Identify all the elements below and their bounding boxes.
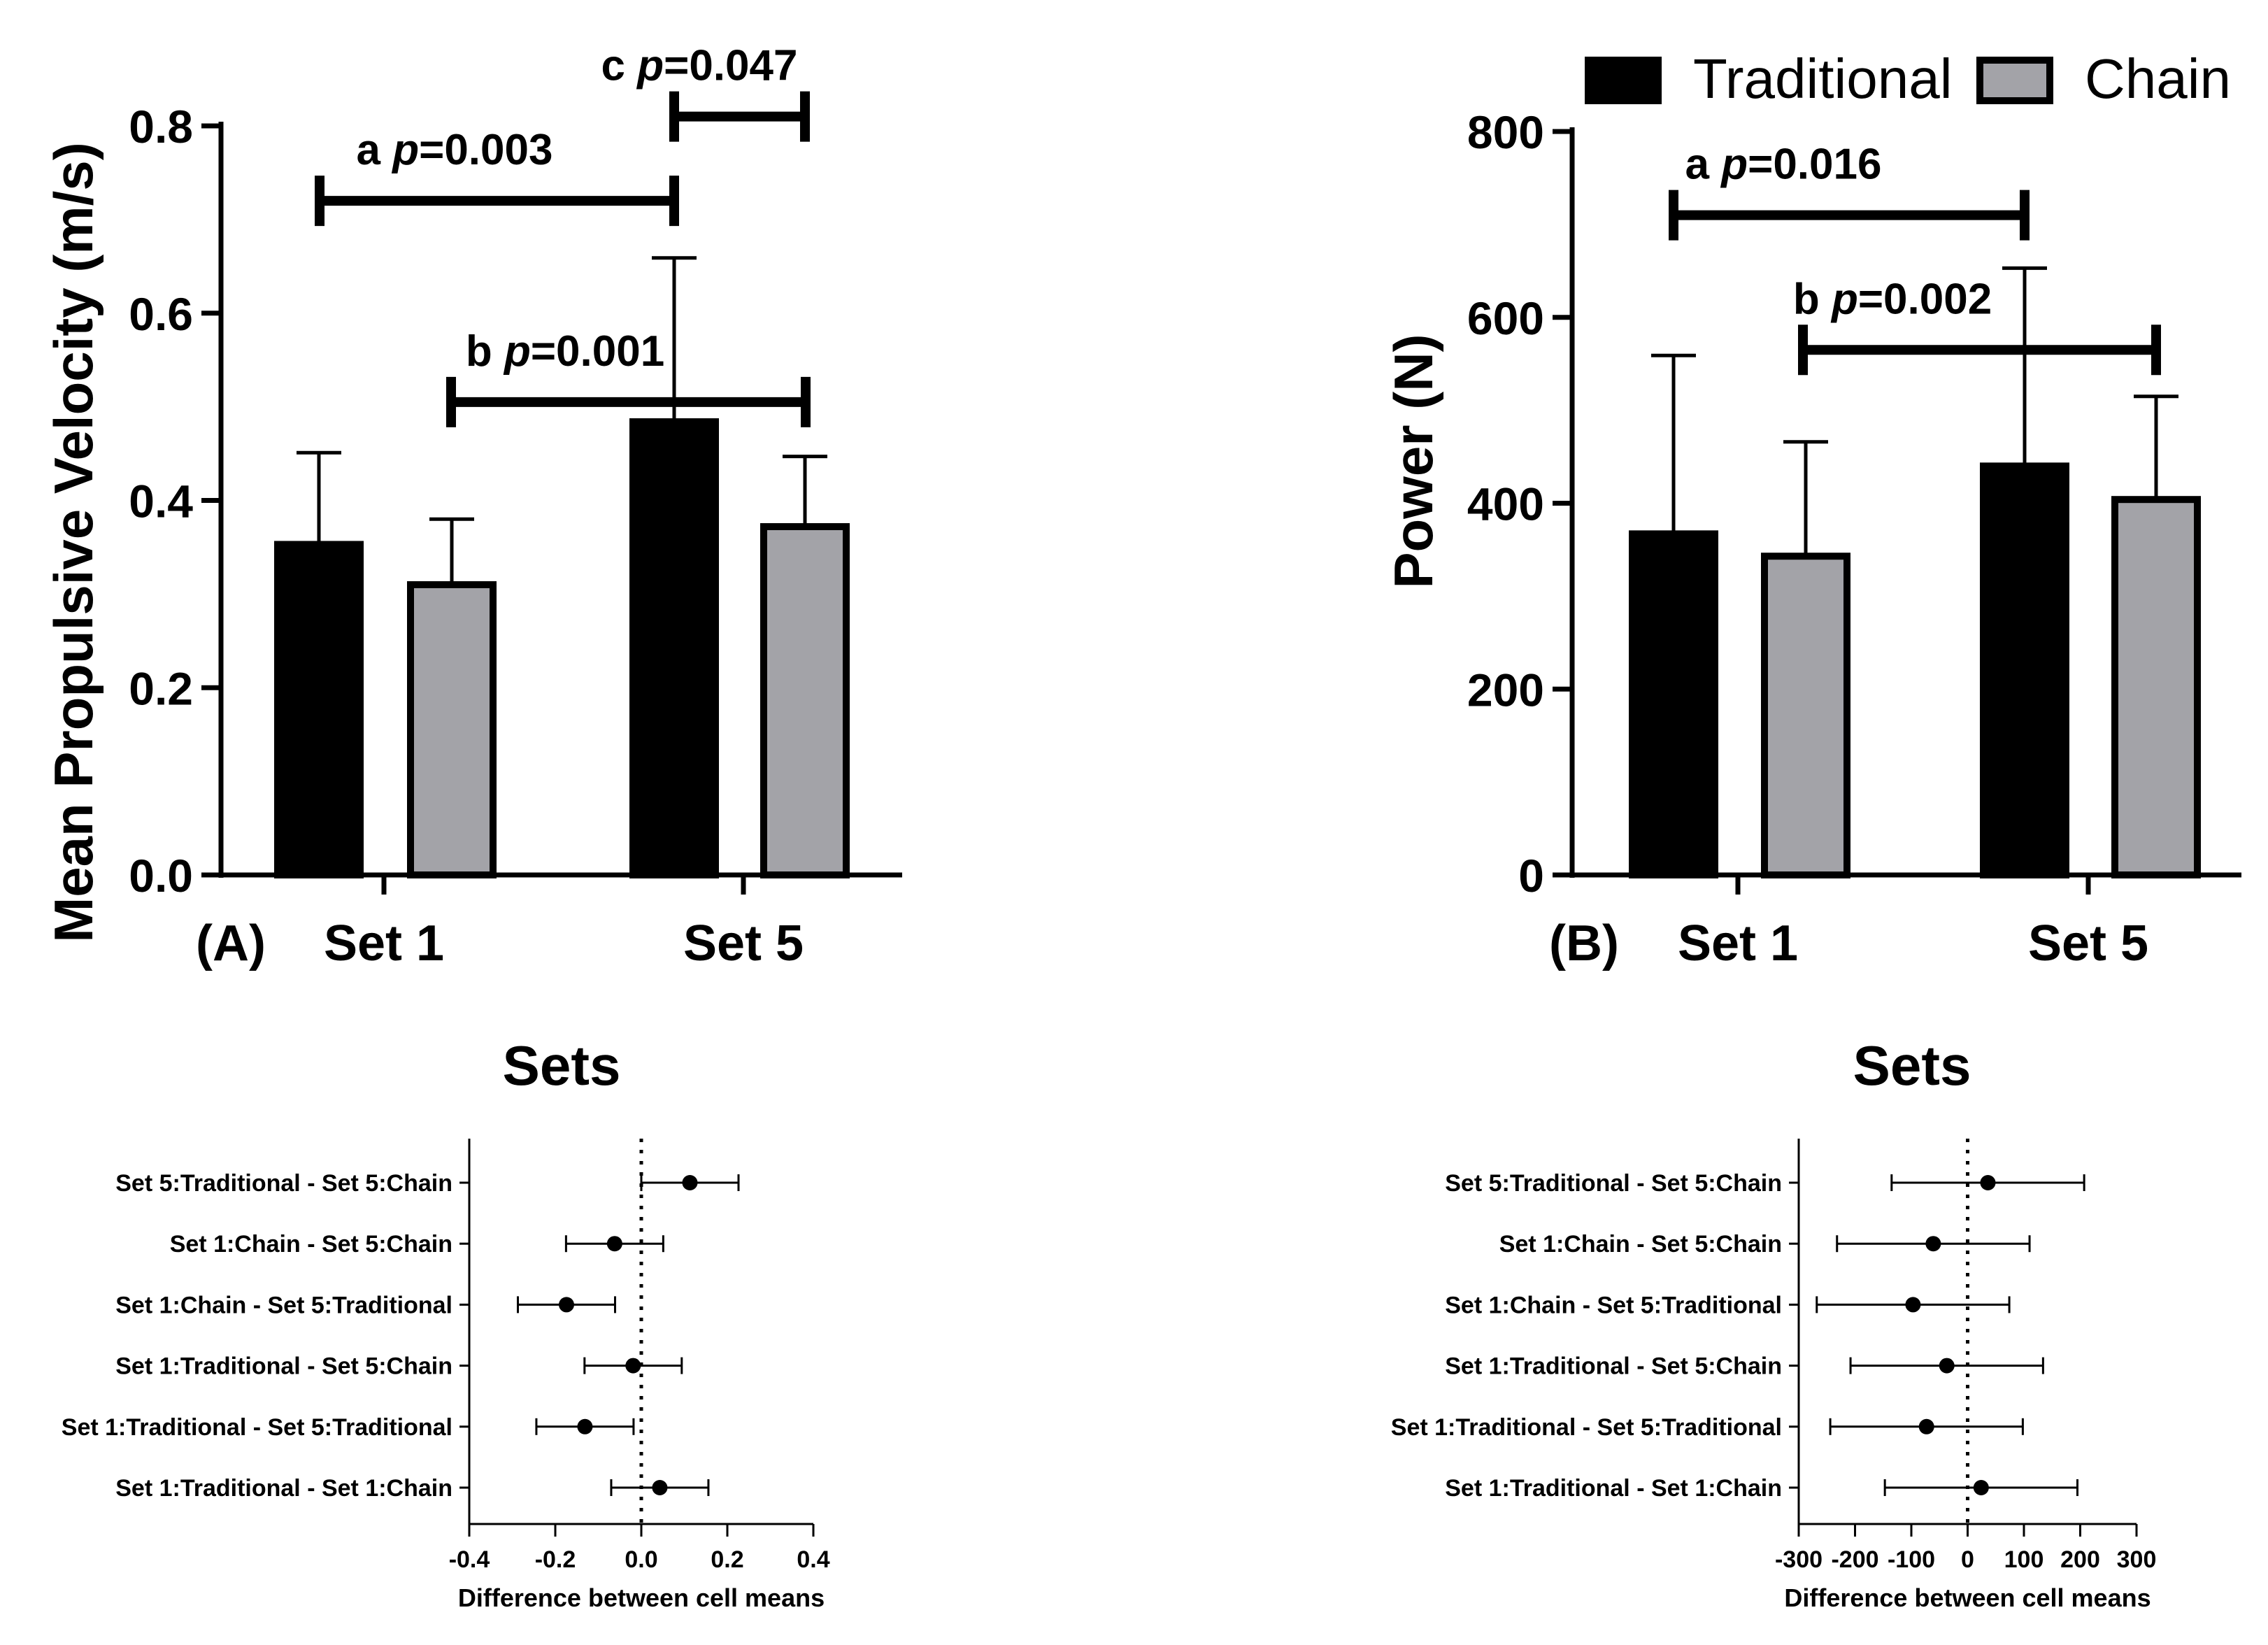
comparison-label: Set 1:Traditional - Set 1:Chain	[115, 1475, 452, 1502]
comparison-label: Set 1:Traditional - Set 5:Chain	[115, 1353, 452, 1380]
x-tick-label: 0.4	[797, 1546, 829, 1573]
bar-traditional	[1980, 462, 2069, 878]
y-tick-label: 0.2	[129, 662, 193, 714]
y-axis-label: Power (N)	[1383, 334, 1444, 588]
comparison-label: Set 1:Traditional - Set 1:Chain	[1445, 1475, 1782, 1502]
significance-p: p	[391, 126, 419, 174]
bar-panel-A: 0.0 0.2 0.4 0.6 0.8 Mean Propulsive Velocity …	[43, 42, 902, 971]
mean-difference-point	[1939, 1358, 1955, 1374]
significance-label: b p=0.001	[466, 327, 664, 376]
mean-difference-point	[606, 1236, 622, 1252]
comparison-label: Set 1:Traditional - Set 5:Chain	[1445, 1353, 1782, 1380]
significance-label: a p=0.016	[1685, 141, 1882, 189]
bar-chain	[1761, 553, 1850, 879]
y-tick-label: 200	[1467, 664, 1544, 715]
x-tick-label: -300	[1775, 1546, 1823, 1573]
significance-value: =0.002	[1858, 275, 1992, 323]
mean-difference-point	[1980, 1175, 1996, 1190]
significance-letter: b	[1793, 275, 1832, 323]
x-tick-label: Set 1	[324, 916, 444, 971]
panel-label: (A)	[196, 916, 266, 971]
x-tick-label: Set 5	[2028, 916, 2148, 971]
significance-letter: a	[1685, 141, 1722, 189]
bar-chain	[2111, 496, 2201, 878]
mean-difference-point	[1925, 1236, 1941, 1252]
significance-label: a p=0.003	[357, 126, 553, 174]
legend: Traditional Chain	[1585, 48, 2231, 110]
significance-p: p	[636, 42, 664, 90]
x-tick-label: -100	[1888, 1546, 1935, 1573]
x-tick-label: Set 5	[683, 916, 804, 971]
bar-traditional	[274, 541, 364, 878]
x-tick-label: 300	[2117, 1546, 2157, 1573]
bar-traditional	[629, 418, 719, 878]
x-tick-label: -0.4	[449, 1546, 490, 1573]
mean-difference-point	[1973, 1480, 1989, 1495]
comparison-label: Set 1:Chain - Set 5:Chain	[1499, 1231, 1782, 1258]
significance-value: =0.016	[1748, 141, 1881, 189]
forest-panel-D: Sets -300 -200 -100 0 100 200 300 Difference bet…	[1391, 1034, 2157, 1612]
x-tick-label: 200	[2060, 1546, 2100, 1573]
significance-letter: a	[357, 126, 393, 174]
bar-chain	[407, 581, 497, 878]
comparison-label: Set 1:Traditional - Set 5:Traditional	[1391, 1414, 1782, 1441]
significance-p: p	[1720, 141, 1748, 189]
significance-p: p	[1830, 275, 1858, 323]
x-tick-label: 0.2	[711, 1546, 743, 1573]
significance-value: =0.001	[531, 327, 664, 376]
x-axis-label: Difference between cell means	[1784, 1583, 2151, 1612]
comparison-label: Set 5:Traditional - Set 5:Chain	[115, 1170, 452, 1197]
significance-label: b p=0.002	[1793, 275, 1992, 323]
bar-chain	[760, 522, 850, 878]
x-tick-label: Set 1	[1678, 916, 1798, 971]
significance-letter: b	[466, 327, 504, 376]
y-tick-label: 0	[1518, 850, 1544, 902]
forest-title: Sets	[1853, 1034, 1971, 1097]
comparison-label: Set 1:Chain - Set 5:Chain	[170, 1231, 452, 1258]
y-axis-label: Mean Propulsive Velocity (m/s)	[43, 142, 104, 942]
legend-label: Traditional	[1693, 48, 1953, 110]
comparison-label: Set 1:Chain - Set 5:Traditional	[1445, 1292, 1782, 1318]
x-tick-label: -200	[1831, 1546, 1878, 1573]
legend-swatch-traditional	[1585, 57, 1662, 104]
y-tick-label: 0.8	[129, 101, 193, 152]
y-tick-label: 0.0	[129, 850, 193, 902]
significance-p: p	[503, 327, 531, 376]
y-tick-label: 0.6	[129, 288, 193, 340]
mean-difference-point	[652, 1480, 668, 1495]
mean-difference-point	[625, 1358, 641, 1374]
mean-difference-point	[558, 1297, 574, 1313]
comparison-label: Set 1:Chain - Set 5:Traditional	[115, 1292, 452, 1318]
y-tick-label: 800	[1467, 106, 1544, 158]
significance-label: c p=0.047	[601, 42, 798, 90]
mean-difference-point	[682, 1175, 698, 1190]
legend-label: Chain	[2085, 48, 2231, 110]
mean-difference-point	[1905, 1297, 1921, 1313]
bar-traditional	[1629, 530, 1718, 878]
significance-letter: c	[601, 42, 638, 90]
comparison-label: Set 5:Traditional - Set 5:Chain	[1445, 1170, 1782, 1197]
y-tick-label: 400	[1467, 478, 1544, 530]
forest-title: Sets	[503, 1034, 621, 1097]
mean-difference-point	[1918, 1418, 1934, 1434]
y-tick-label: 0.4	[129, 476, 193, 527]
x-tick-label: 100	[2004, 1546, 2044, 1573]
forest-panel-C: Sets -0.4 -0.2 0.0 0.2 0.4 Difference between …	[62, 1034, 830, 1612]
comparison-label: Set 1:Traditional - Set 5:Traditional	[62, 1414, 452, 1441]
x-tick-label: 0.0	[625, 1546, 657, 1573]
significance-value: =0.047	[664, 42, 797, 90]
mean-difference-point	[577, 1418, 593, 1434]
x-tick-label: -0.2	[535, 1546, 576, 1573]
panel-label: (B)	[1549, 916, 1619, 971]
significance-value: =0.003	[419, 126, 552, 174]
y-tick-label: 600	[1467, 292, 1544, 344]
legend-swatch-chain	[1976, 57, 2053, 104]
x-axis-label: Difference between cell means	[458, 1583, 825, 1612]
x-tick-label: 0	[1961, 1546, 1974, 1573]
